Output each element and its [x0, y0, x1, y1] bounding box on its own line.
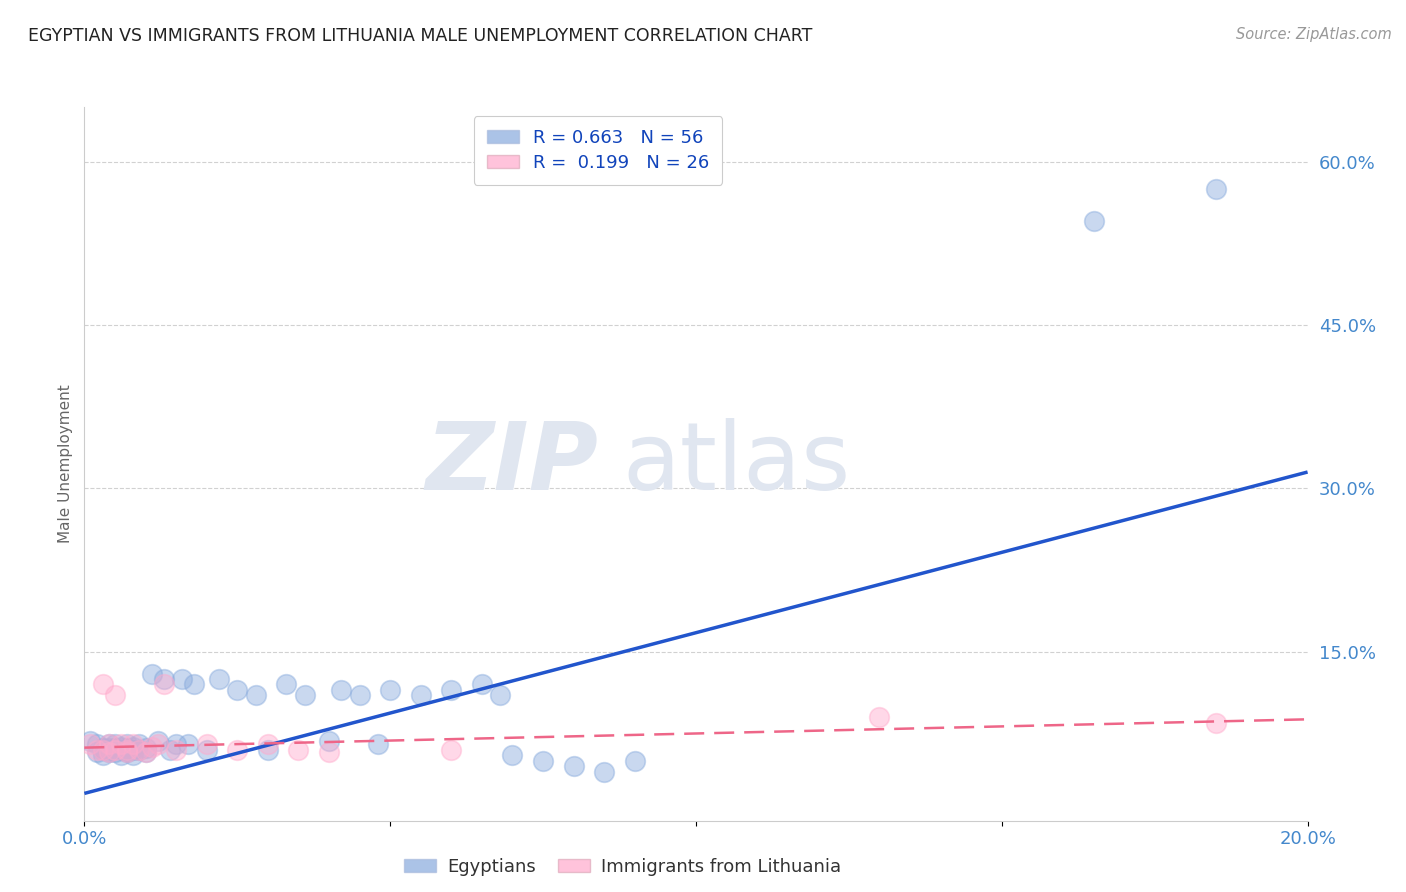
Point: [1083, 214, 1105, 228]
Point: [115, 738, 138, 752]
Point: [91, 748, 114, 763]
Point: [97, 738, 120, 752]
Point: [91, 743, 114, 757]
Point: [135, 745, 157, 759]
Point: [208, 672, 231, 686]
Point: [115, 743, 138, 757]
Point: [104, 740, 127, 755]
Point: [153, 677, 176, 691]
Point: [257, 743, 280, 757]
Point: [257, 738, 280, 752]
Point: [115, 745, 138, 759]
Point: [502, 748, 524, 763]
Point: [128, 743, 150, 757]
Point: [409, 689, 432, 703]
Point: [115, 740, 138, 755]
Point: [245, 689, 267, 703]
Point: [330, 682, 353, 697]
Point: [195, 738, 218, 752]
Point: [226, 743, 249, 757]
Point: [440, 682, 463, 697]
Point: [110, 748, 132, 763]
Point: [349, 689, 371, 703]
Point: [110, 743, 132, 757]
Point: [276, 677, 298, 691]
Point: [110, 738, 132, 752]
Point: [115, 745, 138, 759]
Point: [294, 689, 316, 703]
Text: Source: ZipAtlas.com: Source: ZipAtlas.com: [1236, 27, 1392, 42]
Text: ZIP: ZIP: [425, 417, 598, 510]
Point: [97, 745, 120, 759]
Point: [1205, 182, 1227, 196]
Point: [141, 666, 163, 681]
Point: [146, 734, 169, 748]
Point: [135, 745, 157, 759]
Point: [128, 743, 150, 757]
Point: [122, 739, 145, 754]
Point: [91, 740, 114, 755]
Point: [122, 748, 145, 763]
Point: [97, 740, 120, 755]
Point: [104, 738, 127, 752]
Point: [471, 677, 494, 691]
Point: [531, 754, 554, 768]
Point: [165, 738, 187, 752]
Point: [104, 689, 127, 703]
Point: [141, 739, 163, 754]
Point: [110, 739, 132, 754]
Point: [146, 738, 169, 752]
Point: [562, 759, 585, 773]
Point: [172, 672, 194, 686]
Point: [104, 745, 127, 759]
Point: [159, 743, 181, 757]
Point: [122, 738, 145, 752]
Legend: Egyptians, Immigrants from Lithuania: Egyptians, Immigrants from Lithuania: [396, 851, 848, 883]
Point: [380, 682, 402, 697]
Point: [128, 738, 150, 752]
Point: [440, 743, 463, 757]
Point: [367, 738, 389, 752]
Point: [153, 672, 176, 686]
Point: [593, 764, 616, 779]
Point: [135, 740, 157, 755]
Y-axis label: Male Unemployment: Male Unemployment: [58, 384, 73, 543]
Point: [183, 677, 205, 691]
Point: [104, 743, 127, 757]
Point: [91, 743, 114, 757]
Point: [91, 677, 114, 691]
Point: [226, 682, 249, 697]
Point: [489, 689, 512, 703]
Point: [79, 734, 101, 748]
Point: [86, 743, 108, 757]
Point: [97, 745, 120, 759]
Point: [86, 738, 108, 752]
Point: [869, 710, 891, 724]
Point: [97, 738, 120, 752]
Point: [1205, 715, 1227, 730]
Text: EGYPTIAN VS IMMIGRANTS FROM LITHUANIA MALE UNEMPLOYMENT CORRELATION CHART: EGYPTIAN VS IMMIGRANTS FROM LITHUANIA MA…: [28, 27, 813, 45]
Point: [177, 738, 200, 752]
Point: [195, 743, 218, 757]
Point: [86, 745, 108, 759]
Point: [287, 743, 309, 757]
Point: [624, 754, 647, 768]
Text: atlas: atlas: [623, 417, 851, 510]
Point: [79, 738, 101, 752]
Point: [122, 743, 145, 757]
Point: [318, 734, 340, 748]
Point: [318, 745, 340, 759]
Point: [165, 743, 187, 757]
